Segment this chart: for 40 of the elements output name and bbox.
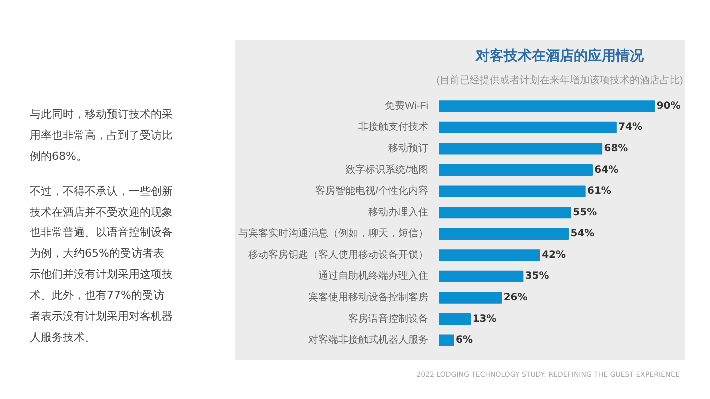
bar: [440, 100, 656, 112]
text: 与此同时，移动预订技术的采用率也非常高，占到了受访比例的68%。: [30, 107, 174, 165]
bar: [440, 292, 502, 304]
bar: [440, 143, 603, 155]
chart-subtitle: (目前已经提供或者计划在来年增加该项技术的酒店占比): [436, 74, 684, 86]
data-label: 61%: [587, 186, 612, 198]
data-label: 26%: [504, 292, 528, 304]
bar: [440, 313, 472, 326]
y-tick-label: 对客端非接触式机器人服务: [308, 334, 428, 346]
bar: [440, 270, 524, 283]
bar: [440, 186, 586, 198]
y-tick-label: 免费Wi-Fi: [385, 100, 429, 112]
data-label: 68%: [604, 143, 628, 154]
y-tick-label: 非接触支付技术: [358, 121, 428, 134]
y-tick-label: 数字标识系统/地图: [346, 164, 429, 176]
y-tick-label: 与宾客实时沟通消息（例如，聊天，短信）: [238, 228, 428, 240]
bar: [440, 250, 540, 262]
data-label: 13%: [472, 314, 497, 325]
data-label: 54%: [570, 228, 595, 240]
chart-title: 对客技术在酒店的应用情况: [475, 48, 645, 64]
y-tick-label: 移动办理入住: [368, 206, 428, 218]
data-label: 55%: [573, 207, 598, 218]
text: 不过，不得不承认，一些创新技术在酒店并不受欢迎的现象也非常普遍。以语音控制设备为例，大约65%的受访者表示他们并没有计划采用这项技术。此外，也有77%的受访者表示没有计划采用对客机器人服务技术。: [30, 184, 174, 346]
bar: [440, 164, 594, 176]
y-tick-label: 客房语音控制设备: [348, 312, 428, 325]
data-label: 90%: [656, 100, 681, 112]
data-label: 64%: [594, 164, 619, 176]
y-tick-label: 移动预订: [388, 142, 428, 154]
y-tick-label: 移动客房钥匙（客人使用移动设备开锁）: [248, 248, 428, 261]
bar: [440, 207, 572, 219]
bar: [440, 122, 617, 134]
y-tick-label: 宾客使用移动设备控制客房: [308, 292, 428, 304]
data-label: 6%: [456, 335, 473, 346]
bar: [440, 334, 454, 346]
y-tick-label: 通过自助机终端办理入住: [318, 270, 428, 282]
y-tick-label: 客房智能电视/个性化内容: [316, 185, 429, 198]
data-label: 42%: [542, 250, 566, 261]
data-label: 74%: [618, 122, 643, 134]
bar: [440, 228, 570, 240]
data-label: 35%: [525, 271, 550, 282]
